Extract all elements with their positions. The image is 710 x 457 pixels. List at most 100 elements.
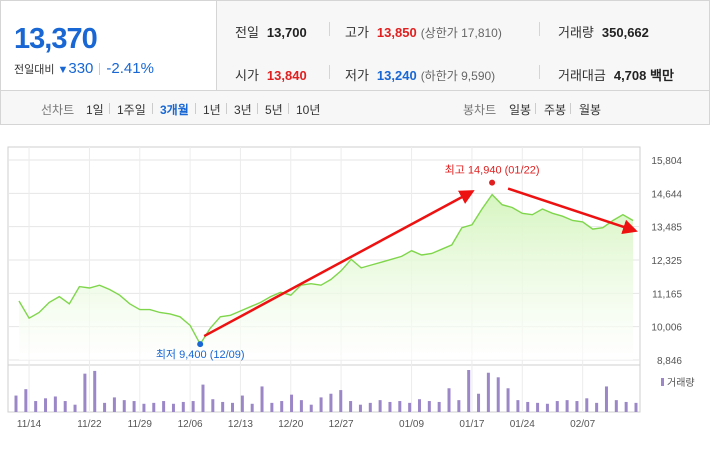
current-price: 13,370 [14, 23, 98, 55]
low-price-annotation: 최저 9,400 (12/09) [156, 348, 245, 361]
tab-3y[interactable]: 3년 [234, 103, 252, 117]
x-tick-label: 11/29 [128, 419, 153, 430]
volume-bar [83, 373, 87, 412]
y-tick-label: 13,485 [651, 223, 682, 234]
tab-1y[interactable]: 1년 [203, 103, 221, 117]
volume-bar [73, 404, 77, 412]
stat-divider [329, 65, 330, 79]
tab-divider [257, 103, 258, 114]
volume-bar [132, 401, 136, 412]
volume-bar [555, 401, 559, 412]
x-tick-label: 02/07 [570, 419, 595, 430]
volume-bar [565, 400, 569, 412]
volume-bar [270, 402, 274, 412]
stat-divider [329, 22, 330, 36]
price-stats-panel: 전일 13,700 고가 13,850 (상한가 17,810) 거래량 350,662… [216, 0, 710, 91]
stat-high: 고가 13,850 (상한가 17,810) [345, 25, 502, 40]
x-tick-label: 11/22 [77, 419, 102, 430]
y-tick-label: 15,804 [651, 156, 682, 167]
y-tick-label: 10,006 [651, 323, 682, 334]
downtrend-arrow [507, 187, 638, 235]
stat-divider [539, 65, 540, 79]
volume-bar [162, 401, 166, 412]
stat-open: 시가 13,840 [235, 68, 307, 83]
volume-bar [329, 393, 333, 412]
volume-plot-frame [7, 364, 641, 413]
volume-bar [447, 388, 451, 412]
volume-bar [604, 386, 608, 412]
volume-bar [201, 384, 205, 412]
tab-3m[interactable]: 3개월 [160, 103, 189, 117]
high-price-annotation: 최고 14,940 (01/22) [445, 164, 540, 177]
volume-legend-swatch [661, 378, 664, 386]
tab-divider [570, 103, 571, 114]
tab-10y[interactable]: 10년 [296, 103, 321, 117]
volume-bar [417, 399, 421, 412]
volume-bar [585, 398, 589, 412]
volume-bar [181, 401, 185, 412]
volume-bar [112, 397, 116, 412]
volume-bar [250, 403, 254, 412]
x-tick-label: 12/27 [329, 419, 354, 430]
volume-bar [290, 394, 294, 412]
price-line [18, 193, 634, 346]
volume-bar [398, 401, 402, 412]
volume-bar [191, 401, 195, 412]
price-chart: 15,804 14,644 13,485 12,325 11,165 10,006 8,84… [7, 146, 695, 430]
volume-bar [63, 401, 67, 412]
tab-5y[interactable]: 5년 [265, 103, 283, 117]
volume-bar [496, 377, 500, 412]
x-tick-label: 12/20 [278, 419, 303, 430]
stat-divider [539, 22, 540, 36]
stat-prev-close: 전일 13,700 [235, 25, 307, 40]
tab-1w[interactable]: 1주일 [117, 103, 146, 117]
volume-bar [122, 400, 126, 412]
volume-bar [516, 400, 520, 412]
tab-1d[interactable]: 1일 [86, 103, 104, 117]
high-point-marker [489, 179, 496, 186]
uptrend-arrow [203, 190, 475, 338]
x-tick-label: 12/13 [228, 419, 253, 430]
volume-bar [171, 403, 175, 412]
price-change: 전일대비 ▼330 -2.41% [14, 60, 154, 77]
tab-monthly[interactable]: 월봉 [579, 103, 602, 117]
y-tick-label: 8,846 [657, 356, 682, 367]
volume-bar [53, 396, 57, 412]
volume-bar [427, 401, 431, 412]
down-triangle-icon: ▼ [57, 64, 69, 76]
x-tick-label: 11/14 [17, 419, 42, 430]
change-divider [99, 63, 101, 76]
volume-bar [526, 401, 530, 412]
stat-amount: 거래대금 4,708 백만 [558, 68, 674, 83]
chart-period-tabs: 선차트 1일 1주일 3개월 1년 3년 5년 10년 봉차트 일봉 주봉 월봉 [0, 91, 710, 125]
tab-divider [195, 103, 196, 114]
volume-bar [93, 370, 97, 412]
change-value: 330 [68, 60, 94, 77]
change-label: 전일대비 [14, 64, 55, 76]
low-point-marker [197, 341, 204, 348]
stat-low: 저가 13,240 (하한가 9,590) [345, 68, 496, 83]
tab-divider [226, 103, 227, 114]
tab-daily[interactable]: 일봉 [509, 103, 532, 117]
x-tick-label: 12/06 [178, 419, 203, 430]
volume-bar [595, 402, 599, 412]
volume-bar [349, 401, 353, 412]
tab-divider [535, 103, 536, 114]
volume-bar [437, 401, 441, 412]
volume-bar [14, 395, 18, 412]
volume-bar [299, 400, 303, 412]
x-tick-label: 01/09 [399, 419, 424, 430]
volume-bar [309, 404, 313, 412]
volume-bar [221, 401, 225, 412]
volume-bar [44, 398, 48, 412]
volume-legend-label: 거래량 [667, 377, 695, 389]
volume-bar [24, 389, 28, 412]
volume-bar [103, 402, 107, 412]
candle-chart-label: 봉차트 [463, 103, 497, 117]
volume-bar [260, 386, 264, 412]
volume-bar [142, 403, 146, 412]
price-area [19, 194, 633, 360]
tab-weekly[interactable]: 주봉 [544, 103, 567, 117]
volume-bar [34, 401, 38, 412]
